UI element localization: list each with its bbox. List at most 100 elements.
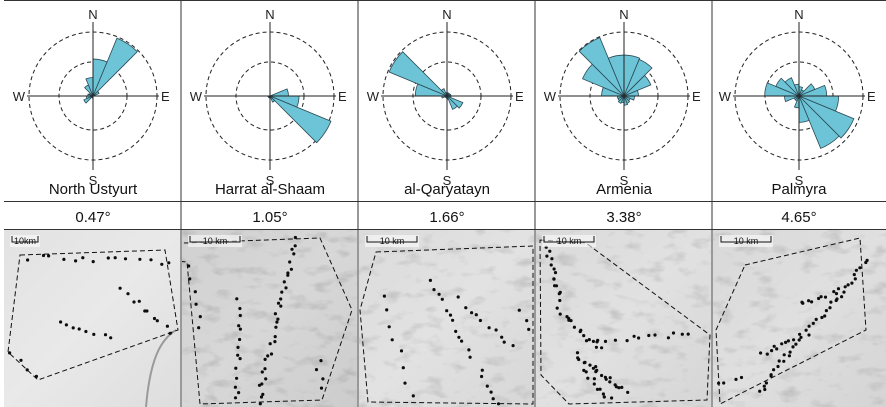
- feature-point: [764, 381, 769, 385]
- feature-point: [266, 354, 270, 358]
- feature-point: [167, 261, 171, 265]
- feature-point: [614, 385, 619, 389]
- feature-point: [34, 374, 39, 378]
- feature-point: [794, 342, 798, 346]
- compass-north: N: [265, 7, 274, 22]
- feature-point: [758, 389, 762, 393]
- feature-point: [583, 360, 587, 364]
- feature-point: [810, 300, 814, 304]
- scale-bar-label: 10 km: [203, 236, 228, 246]
- feature-point: [576, 356, 580, 360]
- compass-west: W: [544, 89, 557, 104]
- feature-point: [591, 366, 596, 370]
- feature-point: [823, 314, 827, 318]
- feature-point: [440, 297, 444, 301]
- feature-point: [92, 332, 96, 336]
- compass-west: W: [719, 89, 732, 104]
- rose-petal: [446, 95, 458, 110]
- feature-point: [152, 316, 157, 321]
- feature-point: [807, 333, 811, 337]
- compass-north: N: [442, 7, 451, 22]
- rose-petal: [269, 95, 276, 103]
- feature-point: [584, 370, 588, 374]
- hillshade-map: [4, 230, 180, 407]
- feature-point: [269, 352, 274, 356]
- feature-point: [834, 298, 838, 303]
- rose-petal: [623, 74, 652, 97]
- wind-rose: N S W E: [190, 7, 347, 188]
- feature-point: [587, 338, 591, 342]
- feature-point: [807, 324, 811, 328]
- feature-point: [610, 396, 614, 400]
- feature-point: [403, 381, 407, 385]
- feature-point: [596, 338, 600, 342]
- panel-name: Palmyra: [771, 181, 827, 198]
- scale-bar-line: [189, 236, 241, 243]
- hillshade-map: [359, 230, 534, 407]
- feature-point: [550, 257, 554, 261]
- feature-point: [238, 327, 242, 331]
- feature-point: [84, 329, 88, 334]
- rose-petal: [269, 88, 289, 97]
- feature-point: [273, 335, 277, 339]
- compass-north: N: [794, 7, 803, 22]
- feature-point: [552, 277, 556, 281]
- feature-point: [594, 365, 598, 369]
- scale-bar-line: [11, 236, 39, 243]
- feature-point: [236, 345, 240, 349]
- rose-petal: [92, 90, 100, 97]
- feature-point: [387, 325, 391, 329]
- scale-bar-label: 10km: [14, 236, 36, 246]
- slope-angle: 1.66°: [429, 209, 464, 226]
- feature-point: [637, 336, 641, 340]
- feature-point: [41, 253, 46, 258]
- rose-petal: [798, 95, 855, 139]
- rose-petal: [798, 95, 840, 149]
- wind-rose: N S W E: [544, 7, 701, 188]
- feature-point: [19, 358, 23, 362]
- feature-point: [168, 331, 172, 335]
- feature-point: [686, 332, 690, 336]
- feature-point: [106, 256, 110, 260]
- feature-point: [595, 387, 600, 391]
- feature-point: [289, 267, 293, 271]
- feature-point: [132, 300, 136, 304]
- feature-point: [603, 339, 608, 343]
- rose-petal: [578, 36, 625, 97]
- feature-point: [525, 319, 529, 323]
- feature-point: [786, 339, 791, 343]
- feature-point: [280, 290, 284, 294]
- feature-point: [558, 312, 562, 316]
- feature-point: [527, 327, 531, 331]
- feature-point: [680, 332, 684, 336]
- feature-point: [293, 235, 297, 240]
- terrain-texture: [536, 230, 711, 407]
- scale-bar: 10 km: [719, 235, 773, 247]
- feature-point: [467, 348, 471, 352]
- feature-point: [770, 349, 774, 353]
- feature-point: [457, 335, 461, 339]
- compass-south: S: [266, 173, 275, 188]
- compass-west: W: [190, 89, 203, 104]
- feature-point: [791, 345, 795, 349]
- scale-bar-bg: [365, 235, 419, 247]
- feature-point: [274, 325, 278, 329]
- feature-point: [834, 292, 839, 296]
- feature-point: [584, 339, 589, 343]
- feature-point: [437, 292, 441, 296]
- scale-bar-bg: [10, 235, 40, 247]
- compass-east: E: [867, 89, 876, 104]
- compass-south: S: [89, 173, 98, 188]
- feature-point: [832, 290, 836, 294]
- feature-point: [238, 306, 242, 311]
- feature-point: [390, 338, 394, 342]
- feature-point: [601, 392, 606, 396]
- feature-point: [187, 264, 191, 268]
- feature-point: [155, 319, 159, 323]
- feature-point: [445, 309, 449, 313]
- feature-point: [864, 260, 868, 265]
- feature-point: [799, 335, 803, 339]
- rose-petal: [83, 95, 94, 104]
- feature-point: [500, 335, 504, 339]
- feature-point: [603, 375, 608, 379]
